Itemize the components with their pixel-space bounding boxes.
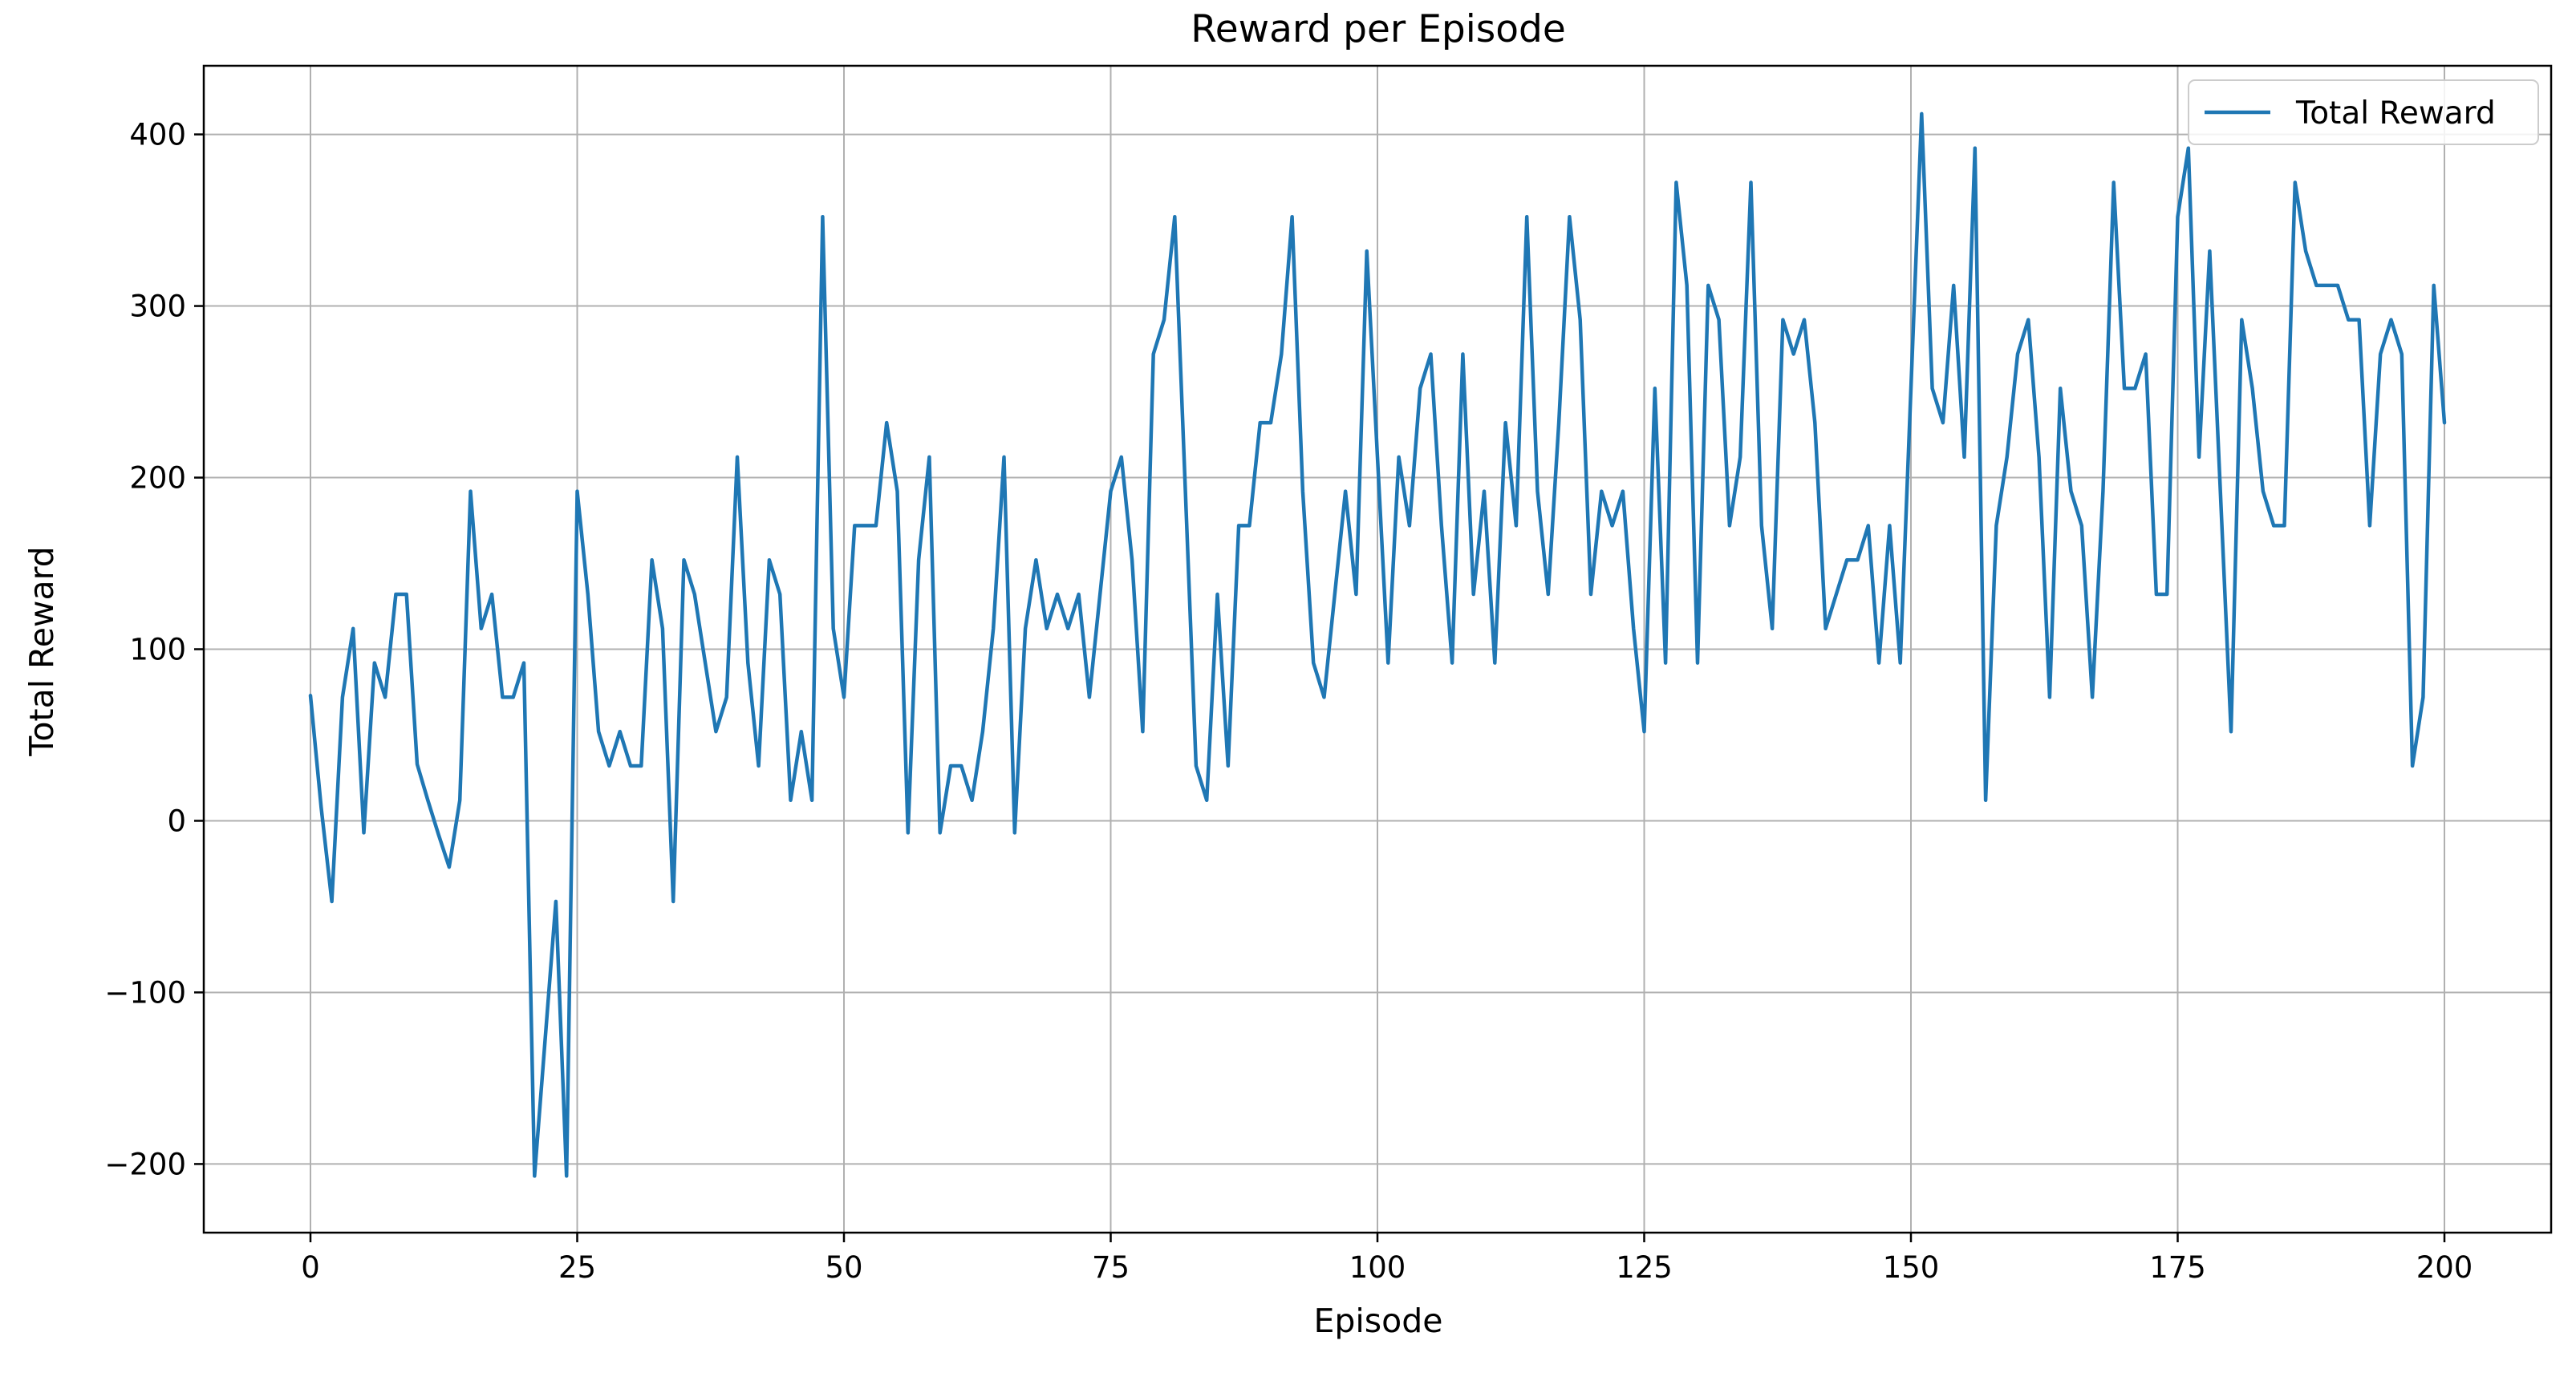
legend-label: Total Reward xyxy=(2295,95,2496,132)
y-tick-label: 100 xyxy=(129,633,186,667)
y-tick-label: −100 xyxy=(104,975,186,1010)
y-axis-label: Total Reward xyxy=(22,546,61,756)
y-tick-label: 400 xyxy=(129,118,186,152)
y-tick-label: 0 xyxy=(167,804,186,838)
x-axis-label: Episode xyxy=(1313,1302,1442,1340)
x-tick-label: 100 xyxy=(1349,1250,1406,1285)
legend-box xyxy=(2188,79,2539,145)
x-axis-ticks: 0 25 50 75 100 125 150 175 200 xyxy=(301,1233,2473,1285)
x-tick-label: 175 xyxy=(2149,1250,2206,1285)
x-tick-label: 125 xyxy=(1616,1250,1673,1285)
series-line-total-reward xyxy=(308,111,2447,1178)
plot-lines xyxy=(308,111,2447,1178)
x-tick-label: 0 xyxy=(301,1250,320,1285)
x-tick-label: 200 xyxy=(2416,1250,2473,1285)
y-tick-label: 200 xyxy=(129,461,186,496)
x-tick-label: 25 xyxy=(558,1250,596,1285)
chart-title: Reward per Episode xyxy=(1191,7,1566,51)
x-tick-label: 150 xyxy=(1883,1250,1940,1285)
y-tick-label: 300 xyxy=(129,290,186,324)
y-axis-ticks: −200 −100 0 100 200 300 400 xyxy=(104,118,204,1181)
x-tick-label: 50 xyxy=(825,1250,862,1285)
x-tick-label: 75 xyxy=(1092,1250,1130,1285)
legend: Total Reward xyxy=(2188,79,2539,145)
y-tick-label: −200 xyxy=(104,1147,186,1181)
